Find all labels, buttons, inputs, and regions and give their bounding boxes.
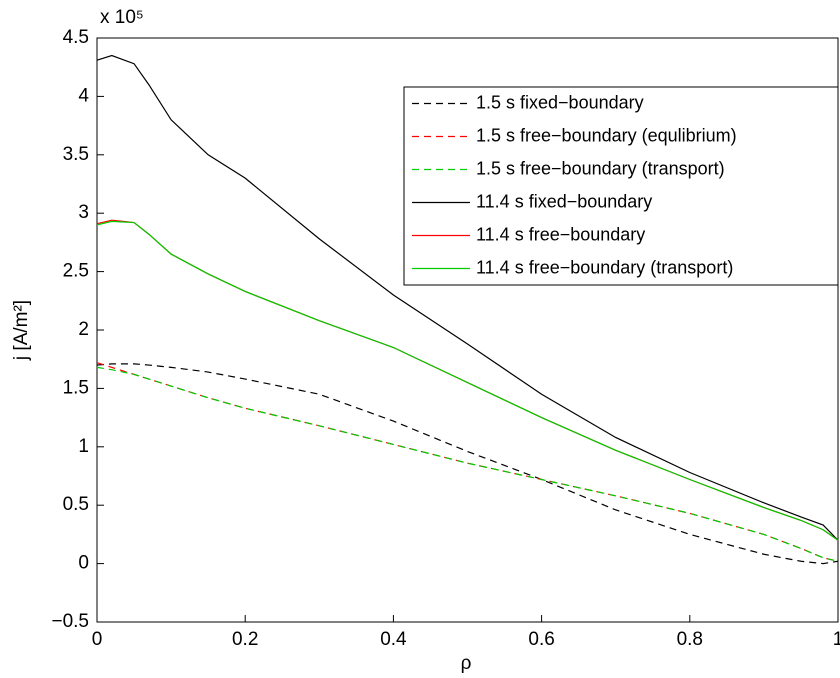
- legend-label: 1.5 s fixed−boundary: [476, 92, 644, 112]
- y-tick-label: 2: [78, 319, 89, 340]
- x-axis-label: ρ: [461, 653, 472, 674]
- series-line: [96, 54, 839, 541]
- y-tick-label: 1: [78, 436, 89, 457]
- x-tick-label: 0.2: [232, 629, 258, 650]
- y-multiplier: x 10⁵: [100, 7, 144, 28]
- y-tick-label: 0: [78, 553, 89, 574]
- y-tick-label: 4: [78, 85, 89, 106]
- y-tick-label: 3: [78, 202, 89, 223]
- series-line: [96, 366, 839, 562]
- x-tick-label: 0: [92, 629, 103, 650]
- series-line: [96, 362, 839, 562]
- y-axis-label: j [A/m²]: [11, 300, 32, 361]
- series-line: [96, 363, 839, 565]
- x-tick-label: 0.4: [380, 629, 407, 650]
- x-tick-label: 1: [833, 629, 840, 650]
- legend-label: 11.4 s fixed−boundary: [476, 191, 652, 211]
- y-tick-label: 3.5: [63, 144, 89, 165]
- series-line: [96, 220, 839, 541]
- legend-label: 1.5 s free−boundary (transport): [476, 158, 725, 178]
- legend-label: 1.5 s free−boundary (equlibrium): [476, 125, 737, 145]
- y-tick-label: 0.5: [63, 494, 89, 515]
- legend-label: 11.4 s free−boundary: [476, 224, 645, 244]
- y-tick-label: 2.5: [63, 261, 89, 282]
- legend-box: [403, 86, 839, 286]
- x-tick-label: 0.6: [528, 629, 554, 650]
- y-tick-label: 1.5: [63, 377, 89, 398]
- x-tick-label: 0.8: [677, 629, 703, 650]
- y-tick-label: 4.5: [63, 27, 89, 48]
- y-tick-label: −0.5: [51, 611, 89, 632]
- legend-label: 11.4 s free−boundary (transport): [476, 257, 733, 277]
